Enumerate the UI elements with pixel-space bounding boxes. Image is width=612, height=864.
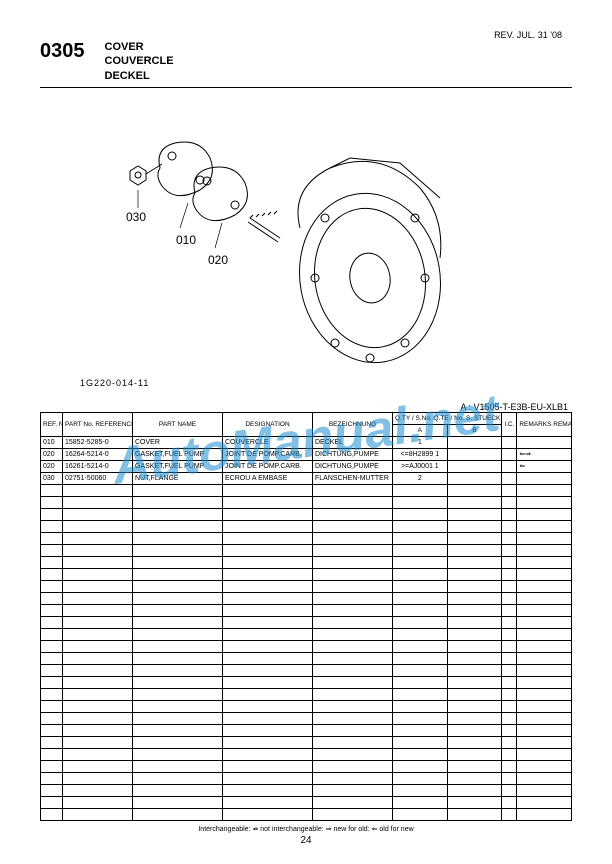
table-row (41, 592, 572, 604)
table-row (41, 808, 572, 820)
table-row (41, 544, 572, 556)
table-row (41, 628, 572, 640)
cell-des: JOINT DE POMP.CARB. (223, 460, 313, 472)
diagram-area: 030 010 020 1G220-014-11 (40, 98, 572, 398)
title-en: COVER (105, 40, 174, 54)
table-row (41, 580, 572, 592)
table-row (41, 640, 572, 652)
cell-ref: 010 (41, 436, 63, 448)
cell-des: JOINT DE POMP.CARB. (223, 448, 313, 460)
table-row (41, 676, 572, 688)
cell-bez: DECKEL (313, 436, 393, 448)
footer-note: Interchangeable: ⇏ not interchangeable: … (40, 825, 572, 833)
table-row (41, 532, 572, 544)
cell-ic (502, 436, 517, 448)
table-row (41, 760, 572, 772)
table-row (41, 508, 572, 520)
cell-ref: 030 (41, 472, 63, 484)
cell-des: COUVERCLE (223, 436, 313, 448)
th-b: B (447, 424, 502, 436)
table-row (41, 736, 572, 748)
th-a: A (393, 424, 448, 436)
table-row (41, 688, 572, 700)
cell-ic (502, 472, 517, 484)
cell-rem (517, 472, 572, 484)
cell-bez: FLANSCHEN-MUTTER (313, 472, 393, 484)
th-qty-group: Q.TY / S.No. Q.TE / No. S. STUECK / S.Nr… (393, 412, 502, 424)
cell-a: 1 (393, 436, 448, 448)
figure-id: 1G220-014-11 (80, 378, 149, 388)
cell-name: GASKET,FUEL PUMP (133, 448, 223, 460)
cell-part: 02751-50060 (63, 472, 133, 484)
cell-ref: 020 (41, 460, 63, 472)
callout-030: 030 (126, 210, 146, 224)
th-designation: DESIGNATION (223, 412, 313, 436)
table-row (41, 604, 572, 616)
cell-name: GASKET,FUEL PUMP (133, 460, 223, 472)
table-row (41, 700, 572, 712)
section-header: 0305 COVER COUVERCLE DECKEL (40, 40, 572, 83)
cell-b (447, 436, 502, 448)
th-remarks: REMARKS REMARQUES BEMERKUNGEN (517, 412, 572, 436)
th-part: PART No. REFERENCE BESELL-Nr. (63, 412, 133, 436)
model-line: A : V1505-T-E3B-EU-XLB1 (40, 402, 572, 412)
cell-part: 16264-5214-0 (63, 448, 133, 460)
table-row (41, 652, 572, 664)
cell-b (447, 472, 502, 484)
revision-date: REV. JUL. 31 '08 (494, 30, 562, 40)
cell-a: 2 (393, 472, 448, 484)
callout-020: 020 (208, 253, 228, 267)
th-name: PART NAME (133, 412, 223, 436)
table-row (41, 496, 572, 508)
table-row (41, 784, 572, 796)
parts-table: REF. No. POS. No. BILD-Nr. PART No. REFE… (40, 412, 572, 821)
table-row (41, 484, 572, 496)
cell-a: <=8H2899 1 (393, 448, 448, 460)
table-row (41, 724, 572, 736)
cell-rem: ⇐⇒ (517, 448, 572, 460)
title-fr: COUVERCLE (105, 54, 174, 68)
table-row (41, 616, 572, 628)
cell-rem: ⇐ (517, 460, 572, 472)
cell-name: COVER (133, 436, 223, 448)
table-row (41, 712, 572, 724)
cell-a: >=AJ0001 1 (393, 460, 448, 472)
table-row (41, 748, 572, 760)
cell-name: NUT,FLANGE (133, 472, 223, 484)
cell-ref: 020 (41, 448, 63, 460)
section-number: 0305 (40, 40, 85, 63)
title-de: DECKEL (105, 69, 174, 83)
table-row (41, 664, 572, 676)
cell-ic (502, 448, 517, 460)
th-ic: I.C. (502, 412, 517, 436)
cell-part: 16261-5214-0 (63, 460, 133, 472)
table-row (41, 796, 572, 808)
table-row (41, 568, 572, 580)
cell-ic (502, 460, 517, 472)
table-row: 03002751-50060NUT,FLANGEECROU A EMBASEFL… (41, 472, 572, 484)
th-ref: REF. No. POS. No. BILD-Nr. (41, 412, 63, 436)
cell-part: 15852-5285-0 (63, 436, 133, 448)
table-row (41, 556, 572, 568)
cell-bez: DICHTUNG,PUMPE (313, 460, 393, 472)
cell-bez: DICHTUNG,PUMPE (313, 448, 393, 460)
callout-010: 010 (176, 233, 196, 247)
cell-b (447, 448, 502, 460)
table-row: 01015852-5285-0COVERCOUVERCLEDECKEL1 (41, 436, 572, 448)
parts-diagram (100, 108, 460, 388)
section-titles: COVER COUVERCLE DECKEL (105, 40, 174, 83)
header-rule (40, 87, 572, 88)
cell-des: ECROU A EMBASE (223, 472, 313, 484)
cell-b (447, 460, 502, 472)
table-row: 02016264-5214-0GASKET,FUEL PUMPJOINT DE … (41, 448, 572, 460)
th-bezeichnung: BEZEICHNUNG (313, 412, 393, 436)
table-row: 02016261-5214-0GASKET,FUEL PUMPJOINT DE … (41, 460, 572, 472)
table-row (41, 520, 572, 532)
table-row (41, 772, 572, 784)
page-number: 24 (40, 835, 572, 846)
cell-rem (517, 436, 572, 448)
